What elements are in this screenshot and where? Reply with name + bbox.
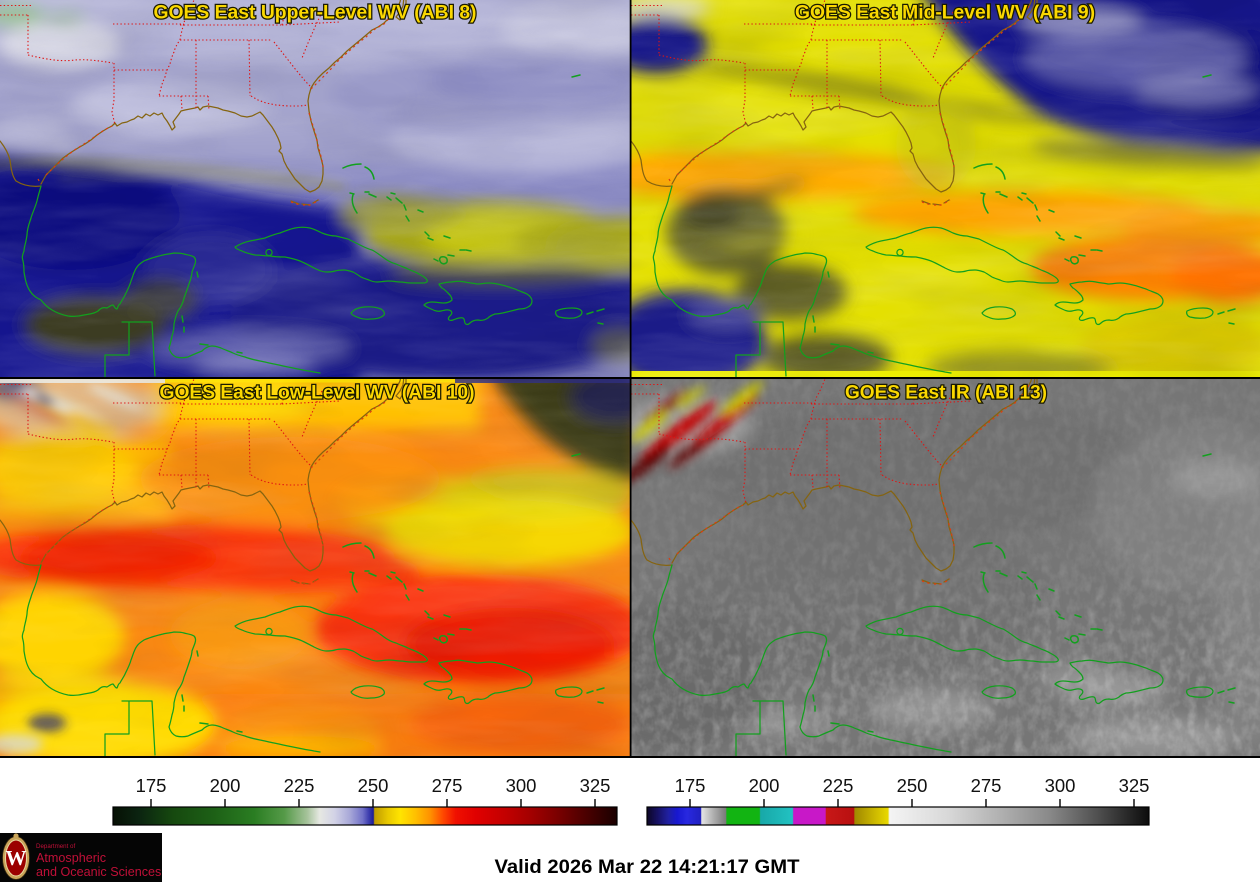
svg-text:GOES East Low-Level WV (ABI 10: GOES East Low-Level WV (ABI 10) <box>160 382 475 404</box>
svg-text:300: 300 <box>506 775 537 796</box>
svg-text:and Oceanic Sciences: and Oceanic Sciences <box>36 865 161 879</box>
svg-text:175: 175 <box>675 775 706 796</box>
svg-text:225: 225 <box>823 775 854 796</box>
svg-text:Atmospheric: Atmospheric <box>36 851 106 865</box>
svg-text:GOES East Upper-Level WV (ABI: GOES East Upper-Level WV (ABI 8) <box>154 2 477 24</box>
svg-text:275: 275 <box>971 775 1002 796</box>
svg-text:250: 250 <box>897 775 928 796</box>
svg-text:225: 225 <box>284 775 315 796</box>
svg-text:Valid 2026 Mar 22 14:21:17 GMT: Valid 2026 Mar 22 14:21:17 GMT <box>495 856 800 878</box>
svg-text:200: 200 <box>210 775 241 796</box>
svg-text:250: 250 <box>358 775 389 796</box>
svg-text:175: 175 <box>136 775 167 796</box>
svg-text:GOES East IR (ABI 13): GOES East IR (ABI 13) <box>845 382 1047 404</box>
svg-text:200: 200 <box>749 775 780 796</box>
svg-text:GOES East Mid-Level WV (ABI 9): GOES East Mid-Level WV (ABI 9) <box>795 2 1095 24</box>
svg-text:325: 325 <box>1119 775 1150 796</box>
svg-text:Department of: Department of <box>36 843 75 850</box>
svg-text:325: 325 <box>580 775 611 796</box>
svg-text:W: W <box>6 846 27 870</box>
svg-text:275: 275 <box>432 775 463 796</box>
svg-text:300: 300 <box>1045 775 1076 796</box>
